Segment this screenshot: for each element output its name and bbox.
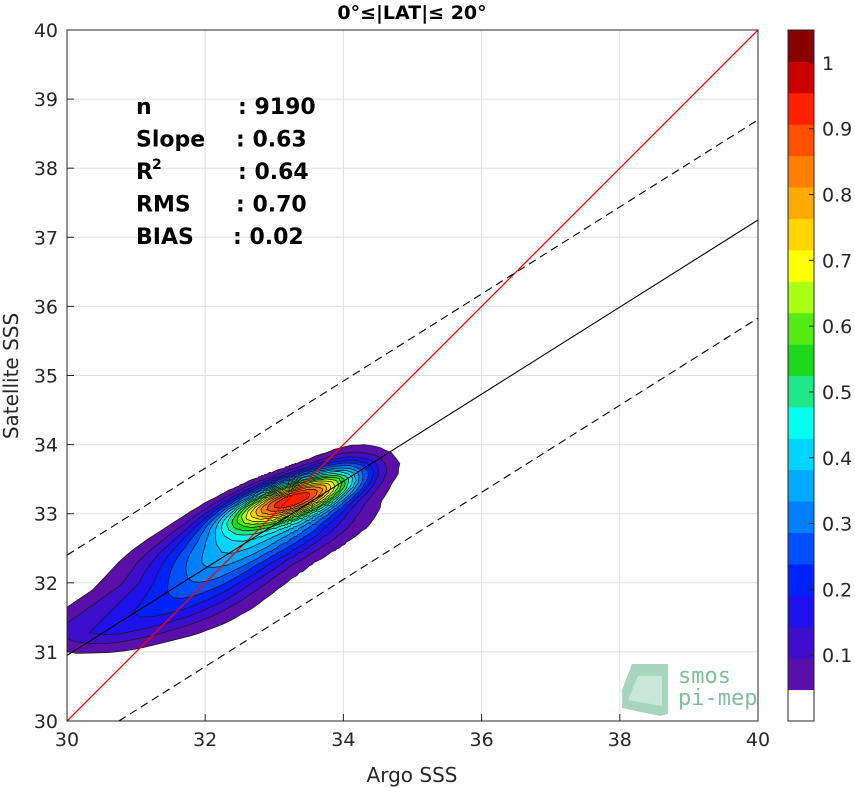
one-to-one-line xyxy=(67,30,758,721)
colorbar-segment xyxy=(788,281,814,314)
stat-label: Slope xyxy=(136,128,205,153)
colorbar-segment xyxy=(788,689,814,722)
y-tick-label: 36 xyxy=(34,296,58,318)
colorbar-segment xyxy=(788,155,814,188)
y-tick-label: 35 xyxy=(34,366,58,388)
colorbar-tick-label: 0.1 xyxy=(822,645,852,667)
stat-value: : 9190 xyxy=(238,95,316,120)
density-contours xyxy=(67,444,401,654)
colorbar-segment xyxy=(788,344,814,376)
colorbar-segment xyxy=(788,61,814,94)
y-ticks: 30 31 32 33 34 35 36 37 38 39 40 xyxy=(34,20,74,733)
y-tick-label: 31 xyxy=(34,642,58,664)
x-tick-label: 30 xyxy=(55,729,79,751)
y-tick-label: 33 xyxy=(34,504,58,526)
logo-line1: smos xyxy=(678,664,731,689)
colorbar-tick-label: 0.3 xyxy=(822,514,852,536)
colorbar-segment xyxy=(788,501,814,534)
x-tick-label: 32 xyxy=(193,729,217,751)
colorbar-segment xyxy=(788,406,814,439)
statistics-box: n : 9190 Slope : 0.63 R 2 : 0.64 RMS : 0.70 BIAS:… xyxy=(136,95,316,250)
y-tick-label: 38 xyxy=(34,158,58,180)
y-tick-label: 39 xyxy=(34,89,58,111)
x-tick-label: 38 xyxy=(608,729,632,751)
colorbar-segment xyxy=(788,563,814,596)
x-tick-label: 36 xyxy=(470,729,494,751)
colorbar xyxy=(787,29,815,722)
stat-label: BIAS xyxy=(136,225,194,250)
y-tick-label: 30 xyxy=(34,711,58,733)
stat-label: n xyxy=(136,95,152,120)
colorbar-ticks: 0.1 0.2 0.3 0.4 0.5 0.6 0.7 0.8 0.9 1 xyxy=(809,53,852,667)
colorbar-segment xyxy=(788,124,814,157)
colorbar-segment xyxy=(788,658,814,691)
colorbar-segment xyxy=(788,218,814,251)
logo-line2: pi-mep xyxy=(678,686,757,711)
colorbar-segment xyxy=(788,595,814,628)
colorbar-segment xyxy=(788,532,814,565)
x-axis-label: Argo SSS xyxy=(367,763,458,787)
stat-label: RMS xyxy=(136,193,191,218)
colorbar-segment xyxy=(788,469,814,502)
colorbar-tick-label: 0.4 xyxy=(822,448,852,470)
y-axis-label: Satellite SSS xyxy=(0,313,23,439)
stat-value: : 0.63 xyxy=(236,128,307,153)
colorbar-tick-label: 0.6 xyxy=(822,316,852,338)
colorbar-segment xyxy=(788,438,814,471)
y-tick-label: 32 xyxy=(34,573,58,595)
colorbar-segment xyxy=(788,626,814,659)
stat-value: : 0.70 xyxy=(236,193,307,218)
x-tick-label: 40 xyxy=(746,729,770,751)
colorbar-segment xyxy=(788,187,814,219)
stat-value: : 0.64 xyxy=(238,160,309,185)
colorbar-segment xyxy=(788,249,814,282)
colorbar-segment xyxy=(788,312,814,345)
stat-value: : 0.02 xyxy=(233,225,304,250)
smos-pi-mep-logo: smos pi-mep xyxy=(622,664,757,716)
fit-line xyxy=(67,219,758,656)
y-tick-label: 40 xyxy=(34,20,58,42)
colorbar-tick-label: 0.7 xyxy=(822,250,852,272)
chart-title: 0°≤|LAT|≤ 20° xyxy=(337,2,486,24)
colorbar-tick-label: 0.2 xyxy=(822,579,852,601)
colorbar-frame xyxy=(787,29,815,722)
stat-label: R xyxy=(136,160,153,185)
regression-lines xyxy=(67,30,758,721)
colorbar-segment xyxy=(788,30,814,62)
stat-superscript: 2 xyxy=(152,157,162,173)
fit-upper-bound-line xyxy=(67,119,758,556)
y-tick-label: 37 xyxy=(34,227,58,249)
x-tick-label: 34 xyxy=(331,729,355,751)
x-ticks: 30 32 34 36 38 40 xyxy=(55,714,770,751)
y-tick-label: 34 xyxy=(34,435,58,457)
colorbar-tick-label: 0.9 xyxy=(822,119,852,141)
colorbar-segment xyxy=(788,92,814,125)
fit-lower-bound-line xyxy=(118,317,758,721)
colorbar-tick-label: 1 xyxy=(822,53,834,75)
colorbar-tick-label: 0.8 xyxy=(822,185,852,207)
logo-waves-icon xyxy=(622,664,668,716)
colorbar-tick-label: 0.5 xyxy=(822,382,852,404)
